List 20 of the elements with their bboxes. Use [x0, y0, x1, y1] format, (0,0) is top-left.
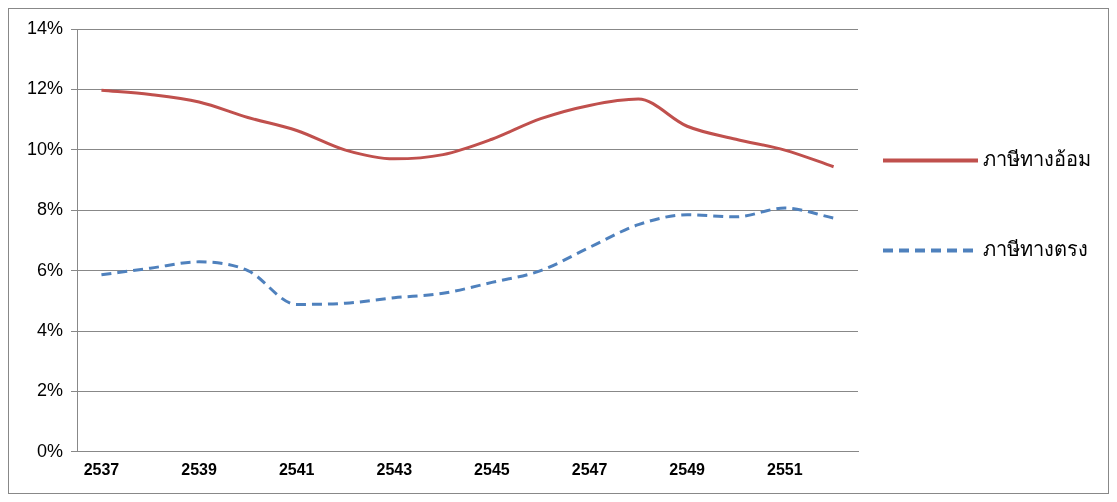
- y-tick-label: 12%: [27, 78, 64, 99]
- y-tick-label: 6%: [37, 259, 64, 280]
- x-tick-label: 2541: [278, 460, 315, 478]
- line-series: [99, 206, 836, 306]
- y-tick-label: 8%: [37, 199, 64, 220]
- x-tick-label: 2547: [571, 460, 608, 478]
- x-tick-label: 2539: [181, 460, 217, 478]
- x-tick-label: 2543: [376, 460, 413, 478]
- x-tick-label: 2551: [766, 460, 803, 478]
- y-tick-label: 14%: [27, 17, 64, 38]
- x-tick-label: 2537: [83, 460, 120, 478]
- x-tick-label: 2545: [474, 460, 510, 478]
- y-tick-label: 0%: [37, 440, 64, 461]
- legend-label: ภาษีทางอ้อม: [983, 146, 1091, 171]
- y-tick-label: 4%: [37, 319, 64, 340]
- line-series: [99, 88, 836, 169]
- y-tick-label: 10%: [27, 138, 64, 159]
- x-tick-label: 2549: [669, 460, 706, 478]
- legend-label: ภาษีทางตรง: [983, 236, 1088, 261]
- y-tick-label: 2%: [37, 380, 64, 401]
